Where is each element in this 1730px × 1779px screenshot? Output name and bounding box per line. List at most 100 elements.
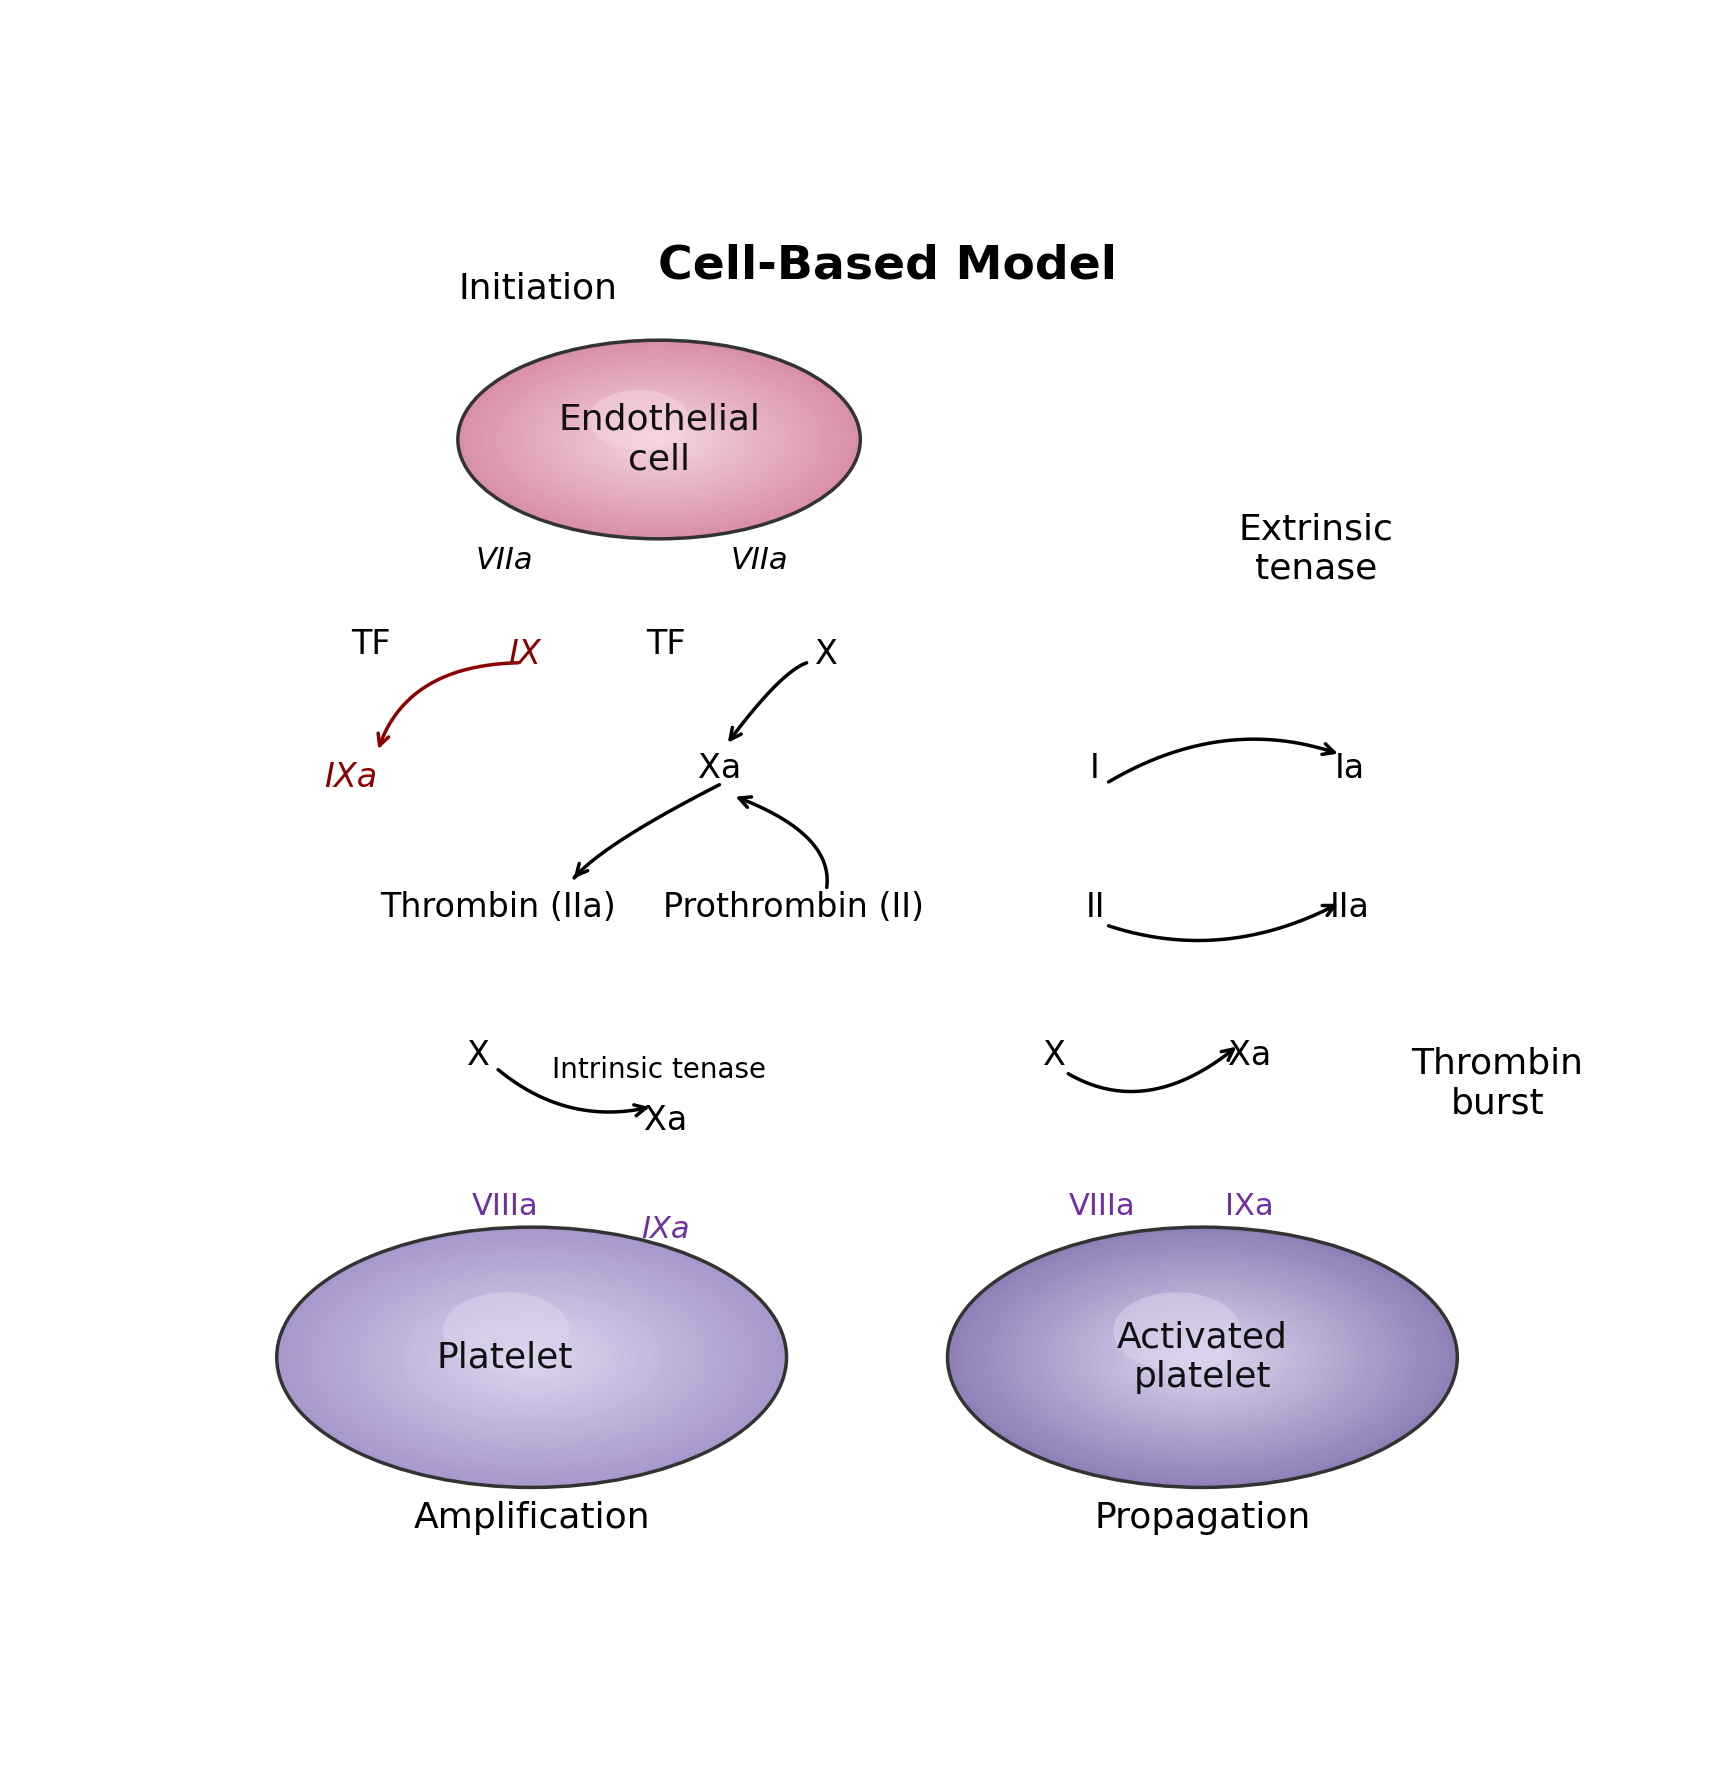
Ellipse shape <box>1114 1313 1291 1402</box>
Ellipse shape <box>490 356 827 523</box>
Text: II: II <box>1085 891 1104 925</box>
Text: Activated
platelet: Activated platelet <box>1116 1320 1287 1395</box>
Text: VIIa: VIIa <box>730 546 789 575</box>
Text: Prothrombin (II): Prothrombin (II) <box>663 891 924 925</box>
Text: Ia: Ia <box>1334 753 1365 785</box>
Ellipse shape <box>569 395 747 484</box>
Ellipse shape <box>401 1292 661 1423</box>
Ellipse shape <box>562 391 754 487</box>
Ellipse shape <box>1055 1283 1348 1432</box>
Ellipse shape <box>555 390 761 491</box>
Ellipse shape <box>1088 1299 1315 1414</box>
Text: Xa: Xa <box>1227 1039 1270 1073</box>
Ellipse shape <box>452 1316 611 1398</box>
Ellipse shape <box>443 1292 569 1370</box>
Ellipse shape <box>464 343 853 535</box>
Ellipse shape <box>517 1350 545 1364</box>
Ellipse shape <box>277 1228 785 1487</box>
Ellipse shape <box>550 386 768 493</box>
Ellipse shape <box>988 1249 1415 1466</box>
Ellipse shape <box>476 1329 586 1386</box>
Ellipse shape <box>434 1308 628 1407</box>
Ellipse shape <box>1171 1341 1232 1373</box>
Ellipse shape <box>471 347 846 532</box>
Ellipse shape <box>497 359 820 519</box>
Ellipse shape <box>502 1341 562 1373</box>
Text: X: X <box>467 1039 490 1073</box>
Ellipse shape <box>1189 1350 1214 1364</box>
Ellipse shape <box>351 1265 711 1450</box>
Ellipse shape <box>1038 1274 1365 1441</box>
Ellipse shape <box>609 415 709 464</box>
Ellipse shape <box>1022 1265 1382 1450</box>
Ellipse shape <box>1180 1347 1223 1368</box>
Ellipse shape <box>981 1244 1424 1471</box>
Text: TF: TF <box>645 628 685 662</box>
Ellipse shape <box>493 1338 569 1377</box>
Text: Initiation: Initiation <box>458 272 618 306</box>
Ellipse shape <box>393 1286 670 1429</box>
Ellipse shape <box>1005 1258 1398 1457</box>
Ellipse shape <box>576 398 742 480</box>
Ellipse shape <box>616 418 702 461</box>
Text: I: I <box>1090 753 1099 785</box>
Text: IXa: IXa <box>1225 1192 1273 1220</box>
Ellipse shape <box>649 434 670 445</box>
Ellipse shape <box>583 402 735 477</box>
Ellipse shape <box>972 1240 1431 1475</box>
Text: VIIIa: VIIIa <box>471 1192 538 1220</box>
Ellipse shape <box>419 1299 645 1414</box>
Ellipse shape <box>318 1249 744 1466</box>
Ellipse shape <box>301 1240 761 1475</box>
Text: VIIIa: VIIIa <box>1067 1192 1135 1220</box>
Ellipse shape <box>1029 1270 1374 1445</box>
Text: X: X <box>815 639 837 671</box>
Ellipse shape <box>1064 1286 1341 1429</box>
Ellipse shape <box>642 431 676 448</box>
Text: VIIa: VIIa <box>476 546 533 575</box>
Ellipse shape <box>368 1274 694 1441</box>
Ellipse shape <box>503 363 813 516</box>
Ellipse shape <box>426 1304 637 1411</box>
Ellipse shape <box>510 366 808 512</box>
Ellipse shape <box>529 375 787 503</box>
Text: Intrinsic tenase: Intrinsic tenase <box>552 1055 766 1083</box>
Ellipse shape <box>1073 1292 1332 1423</box>
Ellipse shape <box>996 1252 1406 1462</box>
Ellipse shape <box>1112 1292 1240 1370</box>
Ellipse shape <box>595 409 721 471</box>
Ellipse shape <box>543 382 775 496</box>
Text: Xa: Xa <box>697 753 740 785</box>
Ellipse shape <box>460 1320 604 1395</box>
Ellipse shape <box>469 1325 595 1389</box>
Ellipse shape <box>484 1334 578 1381</box>
Ellipse shape <box>1130 1320 1273 1395</box>
Ellipse shape <box>1138 1325 1265 1389</box>
Ellipse shape <box>510 1347 554 1368</box>
Text: Xa: Xa <box>644 1103 687 1137</box>
Ellipse shape <box>310 1244 753 1471</box>
Text: Extrinsic
tenase: Extrinsic tenase <box>1239 512 1393 585</box>
Ellipse shape <box>327 1252 737 1462</box>
Ellipse shape <box>1105 1308 1298 1407</box>
Ellipse shape <box>588 390 689 450</box>
Ellipse shape <box>384 1283 678 1432</box>
Ellipse shape <box>457 340 860 539</box>
Text: Propagation: Propagation <box>1093 1500 1310 1535</box>
Ellipse shape <box>484 354 834 527</box>
Ellipse shape <box>602 411 714 468</box>
Ellipse shape <box>443 1313 619 1402</box>
Text: Platelet: Platelet <box>436 1340 573 1375</box>
Ellipse shape <box>621 422 695 457</box>
Ellipse shape <box>1156 1334 1249 1381</box>
Ellipse shape <box>964 1236 1439 1478</box>
Ellipse shape <box>410 1295 652 1420</box>
Text: IXa: IXa <box>642 1215 690 1244</box>
Text: Thrombin (IIa): Thrombin (IIa) <box>381 891 616 925</box>
Text: IXa: IXa <box>324 761 377 795</box>
Ellipse shape <box>588 406 728 473</box>
Ellipse shape <box>1047 1277 1356 1436</box>
Ellipse shape <box>343 1261 720 1453</box>
Ellipse shape <box>1080 1295 1323 1420</box>
Ellipse shape <box>360 1270 702 1445</box>
